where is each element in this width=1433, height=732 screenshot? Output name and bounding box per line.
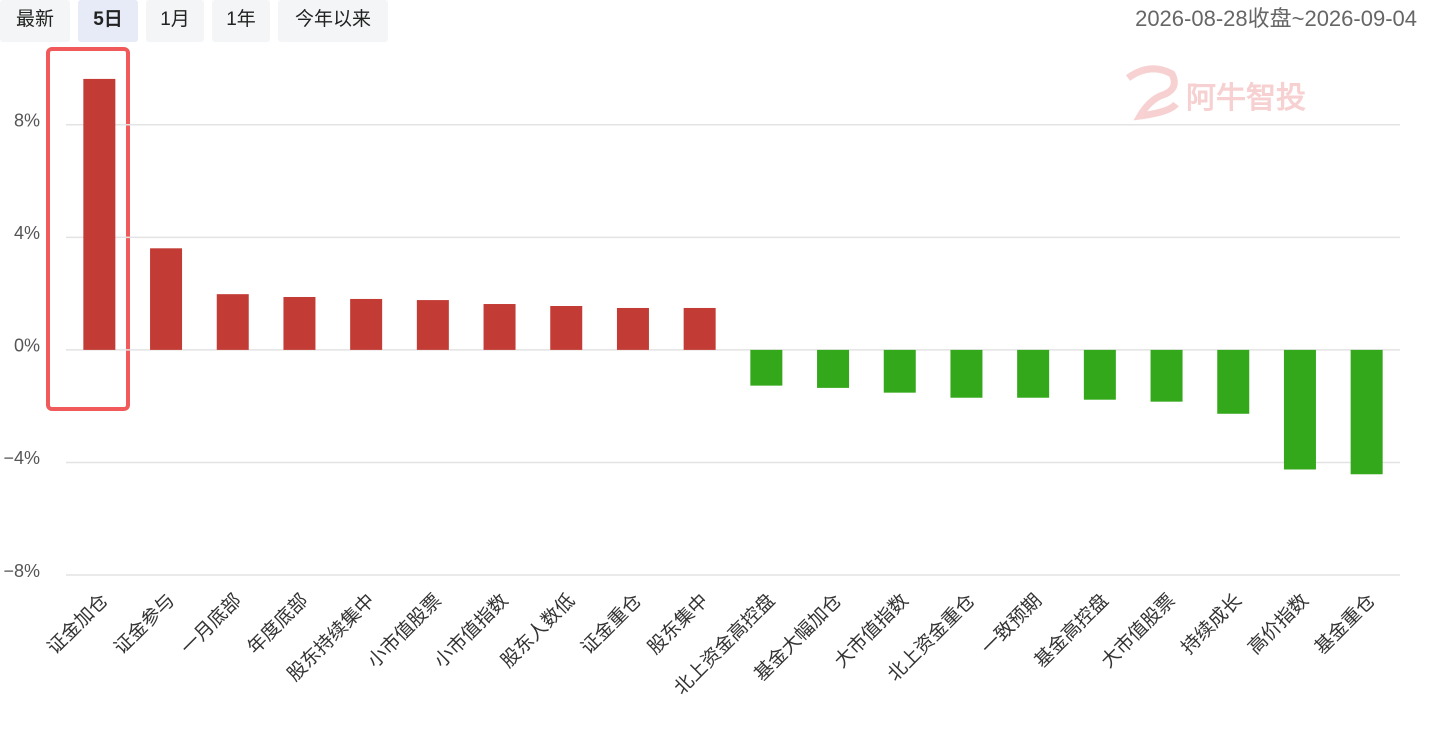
bar [1017,349,1050,398]
x-tick-label: 一致预期 [977,590,1046,659]
x-tick-label: 年度底部 [243,590,312,659]
bar [1083,349,1116,400]
tab-bg [212,0,270,42]
watermark-logo [1125,65,1179,121]
date-range: 2026-08-28收盘~2026-09-04 [1135,6,1417,31]
bar [483,304,516,350]
bar [1350,349,1383,475]
x-tick-label: 股东集中 [643,590,712,659]
bar [616,307,649,350]
bar [283,296,316,350]
bar [950,349,983,398]
bar [416,300,449,350]
bar [1217,349,1250,414]
tab-label: 1年 [226,8,256,30]
x-tick-label: 证金加仓 [43,590,112,659]
bar [550,305,583,350]
tab-label: 5日 [93,9,123,30]
x-tick-label: 证金参与 [110,590,179,659]
tab-bg [278,0,388,42]
highlight-box [46,47,130,411]
bar [83,78,116,350]
bar [883,349,916,393]
y-tick-label: 0% [14,336,40,356]
tab[interactable]: 最新 [0,0,70,42]
tab-bg [78,0,138,42]
y-tick-label: −8% [3,561,40,581]
tab-bg [0,0,70,42]
x-tick-label: 持续成长 [1177,590,1246,659]
y-tick-label: −4% [3,448,40,468]
x-tick-label: 一月底部 [177,590,246,659]
tab[interactable]: 1月 [146,0,204,42]
bar [150,248,183,350]
bar [350,298,383,350]
y-tick-label: 4% [14,223,40,243]
tab[interactable]: 今年以来 [278,0,388,42]
bar [683,307,716,350]
tab-bg [146,0,204,42]
bar [216,294,249,350]
tab-label: 最新 [16,8,54,30]
bar [750,349,783,386]
watermark: 阿牛智投 [1125,65,1306,121]
tab[interactable]: 5日 [78,0,138,42]
watermark-text: 阿牛智投 [1186,82,1306,115]
x-tick-label: 基金重仓 [1310,590,1379,659]
tab-label: 1月 [160,9,190,30]
x-tick-label: 高价指数 [1244,590,1313,659]
tab-label: 今年以来 [295,8,371,30]
bar [1283,349,1316,470]
y-tick-label: 8% [14,111,40,131]
bar [1150,349,1183,402]
tab[interactable]: 1年 [212,0,270,42]
x-tick-label: 证金重仓 [577,590,646,659]
bar [817,349,850,388]
